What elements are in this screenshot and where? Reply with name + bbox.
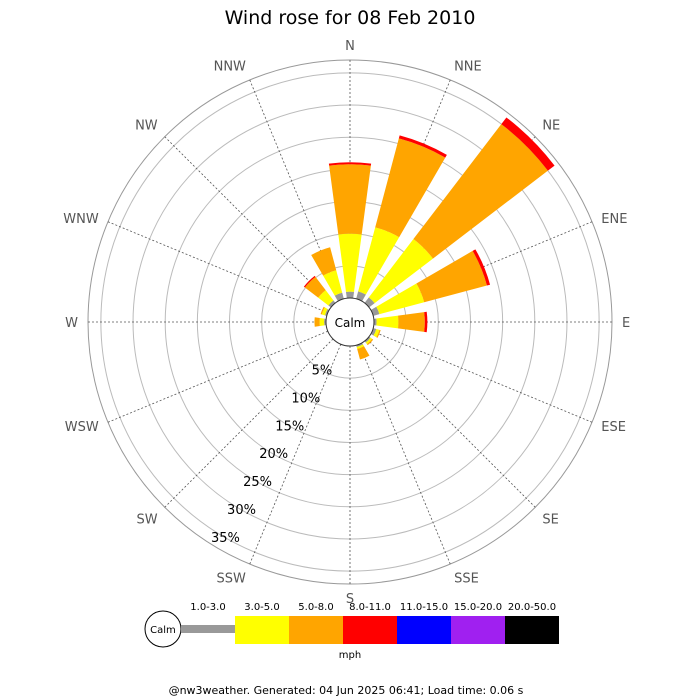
legend-label-5: 11.0-15.0 bbox=[400, 602, 448, 613]
bar-n-bin-2 bbox=[338, 233, 362, 292]
direction-label-wnw: WNW bbox=[63, 212, 99, 227]
calm-label: Calm bbox=[335, 316, 366, 330]
direction-label-ne: NE bbox=[542, 119, 560, 134]
bar-wnw-bin-3 bbox=[320, 306, 325, 315]
bar-e-bin-2 bbox=[376, 315, 399, 329]
bar-wnw-bin-1 bbox=[324, 308, 330, 316]
bar-nw-bin-2 bbox=[318, 290, 334, 306]
bar-sse-bin-3 bbox=[357, 346, 370, 360]
direction-label-sse: SSE bbox=[454, 571, 479, 586]
bar-e-bin-1 bbox=[373, 318, 377, 326]
bar-nne-bin-2 bbox=[358, 227, 400, 295]
legend-calm-label: Calm bbox=[150, 625, 176, 636]
bar-ene-bin-2 bbox=[376, 283, 425, 315]
bar-ene-bin-4 bbox=[472, 249, 491, 286]
bar-ene-bin-3 bbox=[416, 250, 487, 303]
legend-swatch-1 bbox=[181, 625, 235, 633]
bar-ne-bin-3 bbox=[413, 124, 548, 259]
legend-label-4: 8.0-11.0 bbox=[349, 602, 391, 613]
direction-label-wsw: WSW bbox=[65, 420, 99, 435]
direction-label-ssw: SSW bbox=[217, 571, 247, 586]
chart-title: Wind rose for 08 Feb 2010 bbox=[225, 7, 476, 29]
bar-se-bin-1 bbox=[364, 336, 371, 343]
legend-swatch-3 bbox=[289, 616, 343, 644]
bar-nne-bin-4 bbox=[398, 135, 447, 158]
radial-label-10: 10% bbox=[291, 391, 320, 406]
legend-label-6: 15.0-20.0 bbox=[454, 602, 502, 613]
bar-w-bin-3 bbox=[314, 317, 320, 327]
bar-nnw-bin-3 bbox=[311, 247, 337, 276]
legend-swatch-4 bbox=[343, 616, 397, 644]
legend-label-3: 5.0-8.0 bbox=[298, 602, 333, 613]
legend-swatch-2 bbox=[235, 616, 289, 644]
bar-e-bin-4 bbox=[424, 311, 428, 333]
radial-label-20: 20% bbox=[259, 447, 288, 462]
radial-label-15: 15% bbox=[275, 419, 304, 434]
direction-label-sw: SW bbox=[137, 512, 158, 527]
calm-center: Calm bbox=[325, 297, 375, 347]
direction-label-nnw: NNW bbox=[214, 60, 246, 75]
bar-ne-bin-2 bbox=[368, 239, 433, 304]
bar-sse-bin-2 bbox=[356, 344, 364, 349]
direction-label-se: SE bbox=[542, 512, 558, 527]
legend-label-1: 1.0-3.0 bbox=[190, 602, 225, 613]
direction-label-nne: NNE bbox=[454, 60, 482, 75]
direction-label-w: W bbox=[65, 316, 78, 331]
footer-text: @nw3weather. Generated: 04 Jun 2025 06:4… bbox=[169, 684, 524, 697]
bar-nne-bin-3 bbox=[375, 138, 446, 238]
bar-nw-bin-1 bbox=[328, 300, 336, 308]
legend-label-2: 3.0-5.0 bbox=[244, 602, 279, 613]
bar-nne-bin-1 bbox=[356, 291, 366, 302]
wind-bars bbox=[303, 117, 555, 360]
direction-label-nw: NW bbox=[135, 119, 158, 134]
radial-label-30: 30% bbox=[227, 503, 256, 518]
legend-swatch-7 bbox=[505, 616, 559, 644]
legend-unit: mph bbox=[339, 650, 361, 661]
bar-e-bin-3 bbox=[398, 312, 425, 332]
legend-label-7: 20.0-50.0 bbox=[508, 602, 556, 613]
bar-n-bin-4 bbox=[328, 162, 372, 166]
bar-ese-bin-3 bbox=[376, 329, 381, 338]
speed-legend: Calm mph 1.0-3.0 3.0-5.0 5.0-8.0 8.0-11.0 11… bbox=[144, 602, 559, 661]
direction-label-n: N bbox=[345, 39, 355, 54]
bar-sse-bin-1 bbox=[356, 342, 364, 348]
bar-ese-bin-2 bbox=[373, 328, 380, 338]
direction-label-ene: ENE bbox=[601, 212, 627, 227]
bar-nnw-bin-2 bbox=[323, 270, 343, 296]
bar-nw-bin-4 bbox=[303, 275, 316, 288]
bar-nw-bin-3 bbox=[304, 276, 326, 298]
bar-ne-bin-4 bbox=[501, 117, 555, 171]
direction-label-ese: ESE bbox=[601, 420, 626, 435]
legend-swatch-5 bbox=[397, 616, 451, 644]
direction-label-s: S bbox=[346, 592, 354, 607]
radial-label-25: 25% bbox=[243, 475, 272, 490]
direction-label-e: E bbox=[622, 316, 630, 331]
radial-label-35: 35% bbox=[211, 531, 240, 546]
bar-w-bin-2 bbox=[319, 317, 325, 327]
bar-n-bin-3 bbox=[329, 164, 371, 235]
bar-wnw-bin-2 bbox=[321, 307, 328, 316]
bar-n-bin-1 bbox=[345, 291, 355, 299]
radial-tick-labels: 5% 10% 15% 20% 25% 30% 35% bbox=[211, 364, 332, 546]
bar-ese-bin-1 bbox=[370, 328, 377, 336]
bar-se-bin-3 bbox=[366, 338, 374, 346]
calm-circle bbox=[325, 297, 375, 347]
legend-swatch-6 bbox=[451, 616, 505, 644]
direction-labels: N NNE NE ENE E ESE SE SSE S SSW SW WSW W WNW NW NNW bbox=[63, 39, 630, 607]
bar-se-bin-2 bbox=[365, 337, 373, 345]
radial-label-5: 5% bbox=[312, 364, 333, 379]
